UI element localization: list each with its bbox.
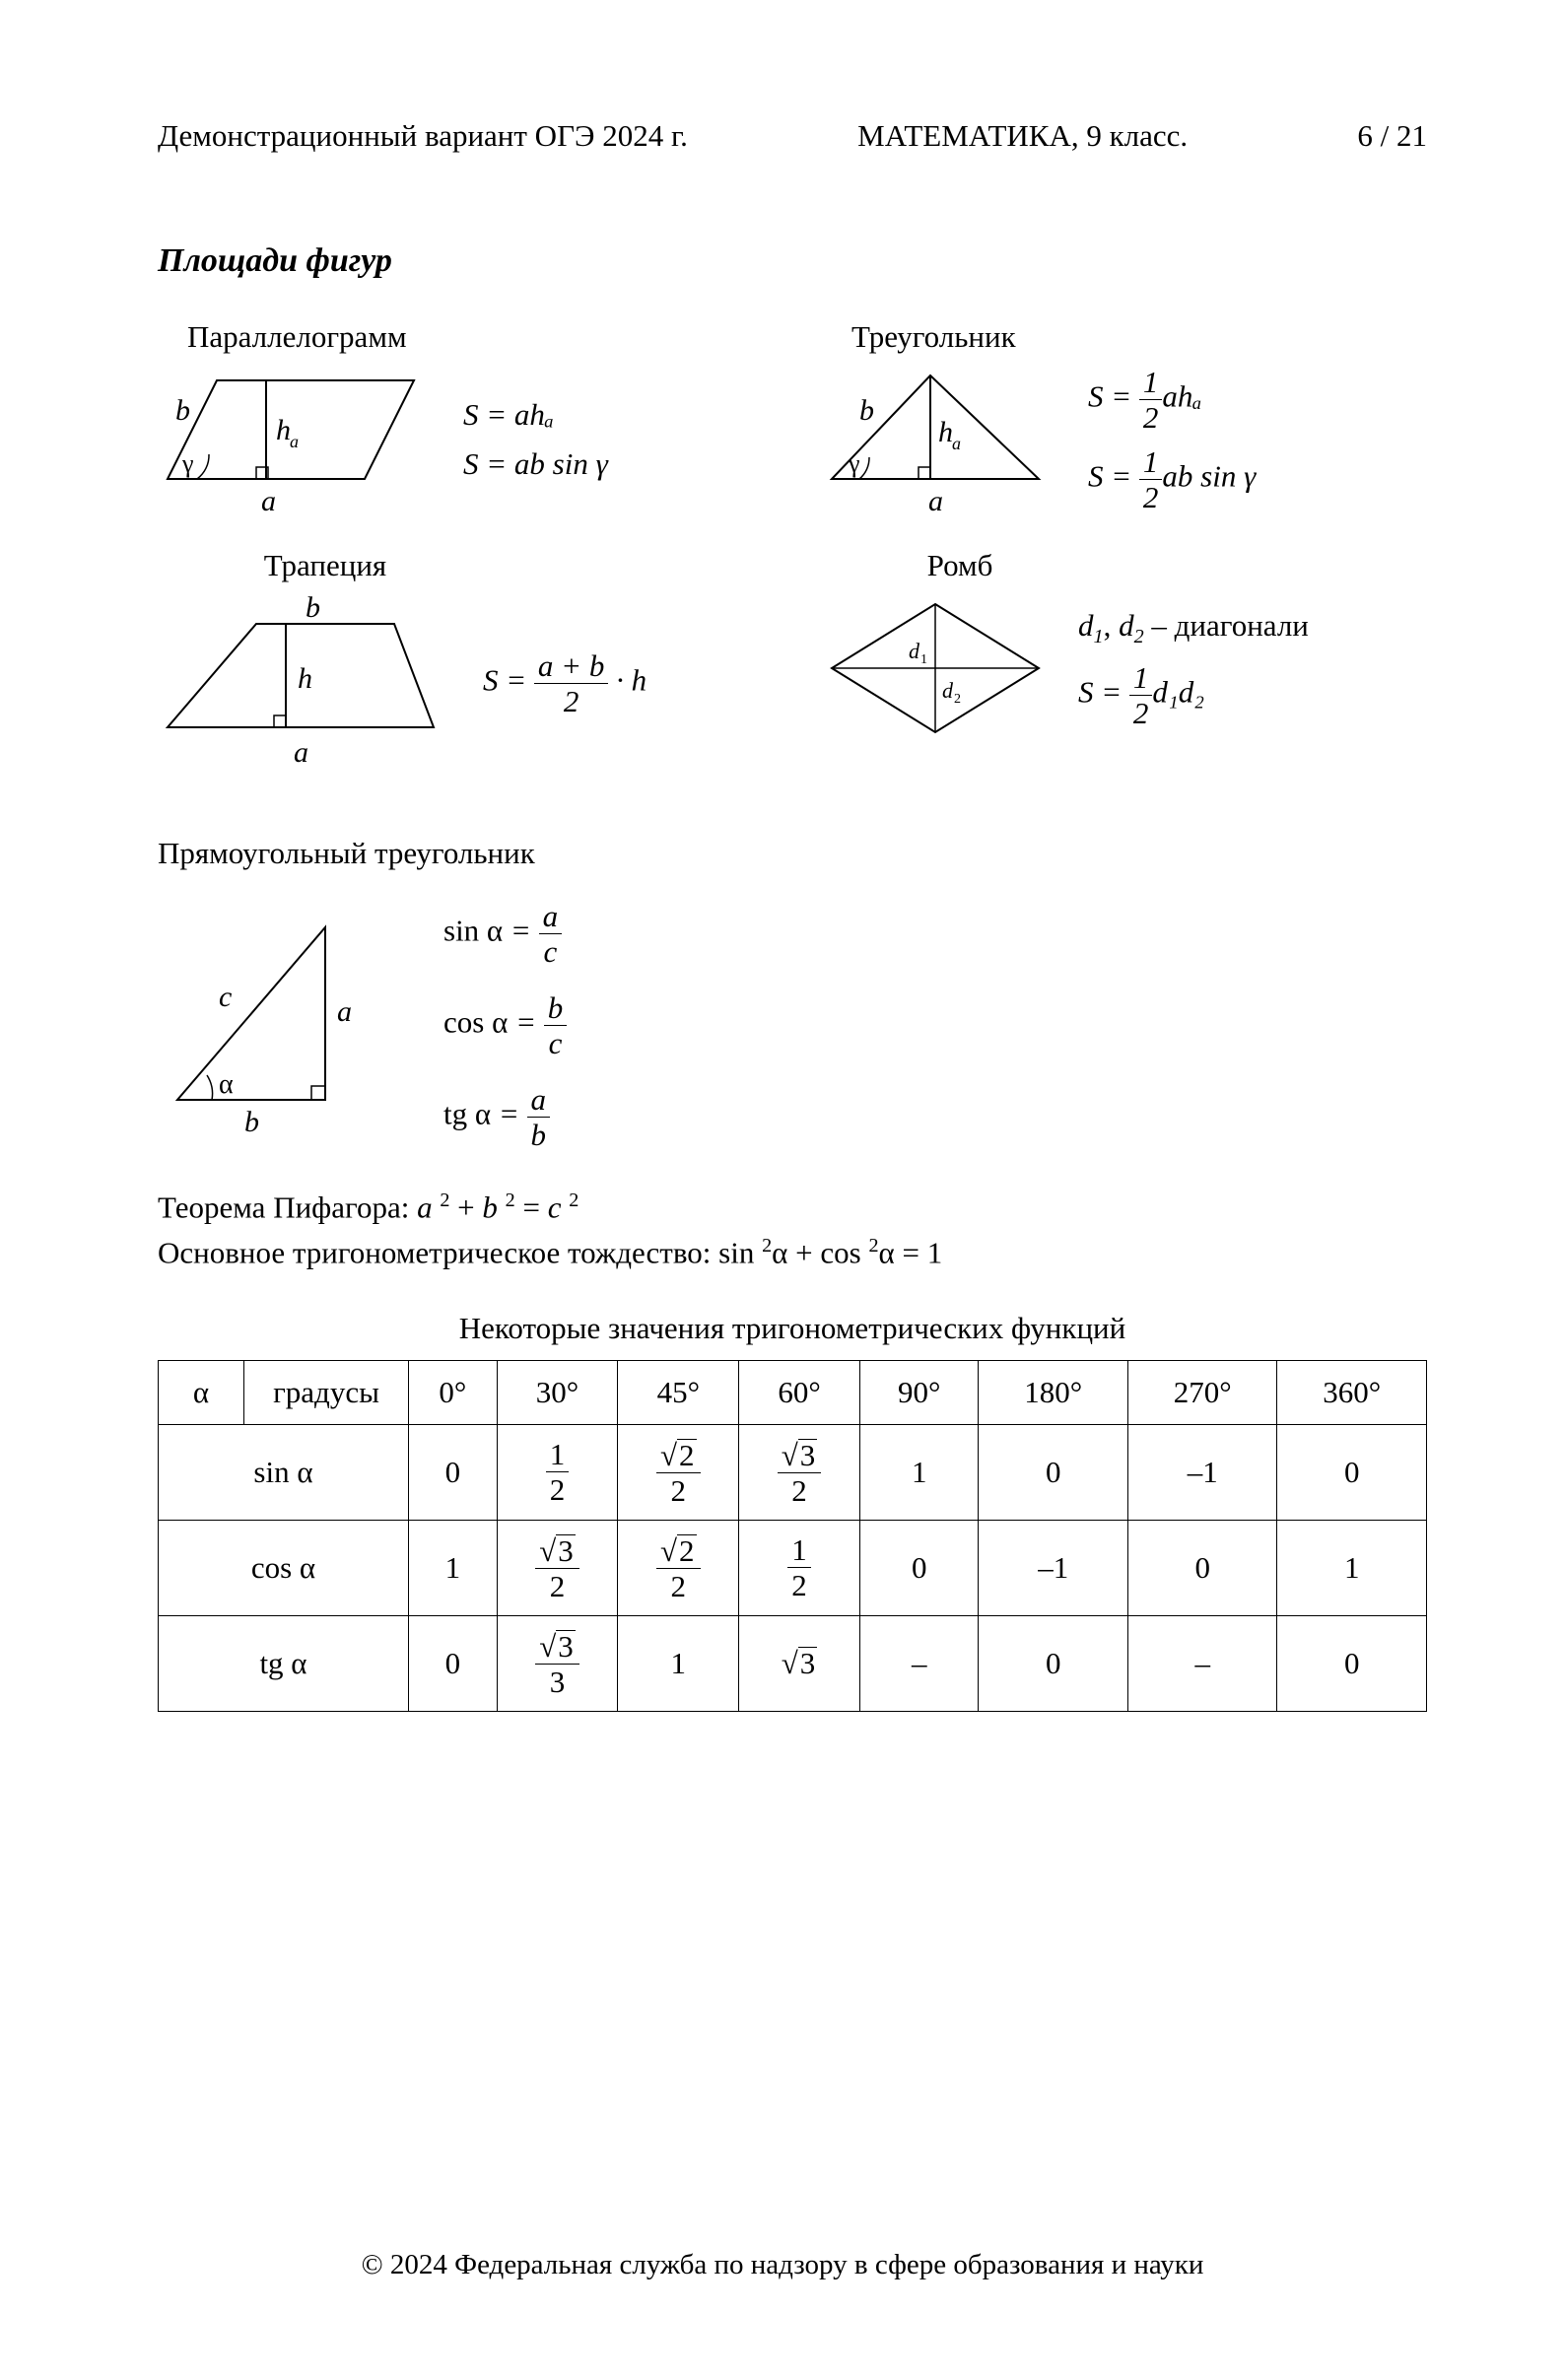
trig-cell: 0 (1277, 1615, 1427, 1711)
right-triangle-figure: c a α b (158, 913, 384, 1139)
trig-cell: 12 (497, 1424, 618, 1520)
svg-text:α: α (219, 1069, 234, 1100)
identity-line: Основное тригонометрическое тождество: s… (158, 1235, 1427, 1270)
trig-cell: 0 (409, 1424, 498, 1520)
parallelogram-block: Параллелограмм b h a γ a S = ahₐ S = ab … (158, 319, 763, 518)
svg-text:d: d (909, 639, 920, 663)
trig-cell: 1 (1277, 1520, 1427, 1615)
header-center: МАТЕМАТИКА, 9 класс. (857, 118, 1188, 154)
trig-row-label: tg α (159, 1615, 409, 1711)
svg-text:a: a (928, 485, 943, 517)
trapezoid-figure: b h a (158, 589, 453, 777)
trig-cell: 22 (618, 1520, 739, 1615)
svg-text:d: d (942, 678, 954, 703)
trig-cell: 1 (859, 1424, 979, 1520)
deg: 270° (1127, 1360, 1276, 1424)
figures-row-2: Трапеция b h a S = a + b2 · h Ромб (158, 548, 1427, 777)
trig-head-deg: градусы (244, 1360, 409, 1424)
trig-row: sin α012223210–10 (159, 1424, 1427, 1520)
svg-text:c: c (219, 981, 232, 1013)
trig-cell: – (859, 1615, 979, 1711)
right-triangle-formulas: sin α = ac cos α = bc tg α = ab (443, 901, 567, 1150)
trig-head-alpha: α (159, 1360, 244, 1424)
pythagoras-line: Теорема Пифагора: a 2 + b 2 = c 2 (158, 1190, 1427, 1225)
trapezoid-title: Трапеция (187, 548, 463, 583)
rhombus-formulas: d1, d2 – диагонали S = 12d₁d₂ (1078, 608, 1309, 728)
svg-text:b: b (306, 591, 320, 624)
svg-text:b: b (244, 1106, 259, 1138)
deg: 180° (979, 1360, 1127, 1424)
trig-cell: 32 (739, 1424, 860, 1520)
trig-cell: 0 (1127, 1520, 1276, 1615)
svg-text:γ: γ (181, 449, 194, 478)
svg-text:γ: γ (848, 449, 860, 478)
page-footer: © 2024 Федеральная служба по надзору в с… (0, 2249, 1565, 2281)
svg-text:h: h (938, 416, 953, 448)
trig-cell: 0 (979, 1615, 1127, 1711)
trig-row: tg α03313–0–0 (159, 1615, 1427, 1711)
trig-cell: 22 (618, 1424, 739, 1520)
rhombus-block: Ромб d 1 d 2 d1, d2 – диагонали S = 12d₁… (822, 548, 1427, 777)
trig-cell: 1 (618, 1615, 739, 1711)
section-title: Площади фигур (158, 242, 1427, 280)
right-triangle-block: c a α b sin α = ac cos α = bc tg α = ab (158, 901, 1427, 1150)
trig-cell: 33 (497, 1615, 618, 1711)
deg: 90° (859, 1360, 979, 1424)
header-left: Демонстрационный вариант ОГЭ 2024 г. (158, 118, 688, 154)
parallelogram-title: Параллелограмм (187, 319, 763, 355)
deg: 30° (497, 1360, 618, 1424)
svg-text:a: a (952, 434, 961, 453)
trig-cell: –1 (1127, 1424, 1276, 1520)
triangle-formulas: S = 12ahₐ S = 12ab sin γ (1088, 367, 1256, 512)
svg-text:b: b (859, 394, 874, 427)
rhombus-figure: d 1 d 2 (822, 589, 1049, 747)
svg-text:a: a (290, 432, 299, 451)
svg-text:2: 2 (954, 692, 961, 707)
trig-cell: 0 (1277, 1424, 1427, 1520)
trig-table-caption: Некоторые значения тригонометрических фу… (158, 1311, 1427, 1346)
trig-cell: 32 (497, 1520, 618, 1615)
deg: 45° (618, 1360, 739, 1424)
trapezoid-formulas: S = a + b2 · h (483, 650, 646, 716)
svg-text:h: h (298, 662, 312, 695)
triangle-title: Треугольник (851, 319, 1427, 355)
trig-table: α градусы 0° 30° 45° 60° 90° 180° 270° 3… (158, 1360, 1427, 1712)
trig-cell: 1 (409, 1520, 498, 1615)
trig-header-row: α градусы 0° 30° 45° 60° 90° 180° 270° 3… (159, 1360, 1427, 1424)
trig-row-label: cos α (159, 1520, 409, 1615)
right-triangle-title: Прямоугольный треугольник (158, 836, 1427, 871)
triangle-block: Треугольник b h a γ a S = 12ahₐ S = 12ab… (822, 319, 1427, 518)
rhombus-title: Ромб (851, 548, 1068, 583)
trig-cell: 0 (409, 1615, 498, 1711)
page-header: Демонстрационный вариант ОГЭ 2024 г. МАТ… (158, 118, 1427, 154)
header-right: 6 / 21 (1357, 118, 1427, 154)
svg-text:h: h (276, 414, 291, 446)
parallelogram-figure: b h a γ a (158, 361, 434, 518)
trig-cell: –1 (979, 1520, 1127, 1615)
trig-cell: 12 (739, 1520, 860, 1615)
svg-text:a: a (337, 995, 352, 1028)
trig-cell: 0 (859, 1520, 979, 1615)
svg-text:a: a (261, 485, 276, 517)
trapezoid-block: Трапеция b h a S = a + b2 · h (158, 548, 763, 777)
trig-cell: – (1127, 1615, 1276, 1711)
svg-text:b: b (175, 394, 190, 427)
trig-row: cos α13222120–101 (159, 1520, 1427, 1615)
triangle-figure: b h a γ a (822, 361, 1058, 518)
deg: 0° (409, 1360, 498, 1424)
svg-text:a: a (294, 736, 308, 769)
page: Демонстрационный вариант ОГЭ 2024 г. МАТ… (0, 0, 1565, 2380)
deg: 360° (1277, 1360, 1427, 1424)
figures-row-1: Параллелограмм b h a γ a S = ahₐ S = ab … (158, 319, 1427, 518)
rhombus-note-tail: – диагонали (1151, 608, 1309, 643)
svg-text:1: 1 (920, 652, 927, 667)
trig-cell: 3 (739, 1615, 860, 1711)
trig-row-label: sin α (159, 1424, 409, 1520)
trig-cell: 0 (979, 1424, 1127, 1520)
parallelogram-formulas: S = ahₐ S = ab sin γ (463, 397, 608, 482)
deg: 60° (739, 1360, 860, 1424)
